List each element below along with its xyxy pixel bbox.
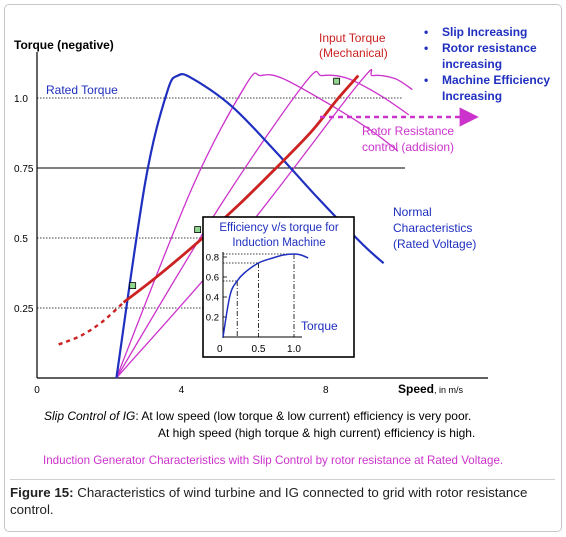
- x-axis-label: Speed, in m/s: [398, 382, 464, 396]
- efficiency-inset: Efficiency v/s torque for Induction Mach…: [202, 216, 355, 358]
- inset-y-tick-label: 0.2: [206, 313, 219, 324]
- y-tick-label: 0.75: [14, 164, 34, 175]
- caption-text: Characteristics of wind turbine and IG c…: [10, 485, 528, 517]
- y-tick-label: 1.0: [14, 94, 28, 105]
- operating-point: [129, 282, 137, 290]
- input-torque-label-line: (Mechanical): [319, 46, 388, 60]
- normal-label-line: Normal: [393, 205, 432, 219]
- input-torque-dashed-lead: [58, 301, 125, 346]
- rotor-resistance-label: Rotor Resistance control (addision): [362, 124, 454, 154]
- inset-title: Efficiency v/s torque for: [219, 222, 338, 234]
- input-torque-label: Input Torque (Mechanical): [319, 31, 388, 60]
- rotor-resistance-curve: [115, 71, 410, 379]
- inset-x-label: Torque: [301, 319, 338, 333]
- inset-y-tick-label: 0.4: [206, 293, 219, 304]
- legend-item-continued: Increasing: [442, 89, 502, 103]
- input-torque-label-line: Input Torque: [319, 31, 386, 45]
- bullet-dot: •: [424, 25, 428, 39]
- rotor-resistance-curve: [115, 68, 413, 379]
- y-tick-label: 0.25: [14, 304, 34, 315]
- figure-caption: Figure 15: Characteristics of wind turbi…: [10, 479, 555, 518]
- input-torque-curve: [122, 74, 360, 304]
- normal-characteristics-label: Normal Characteristics (Rated Voltage): [393, 205, 476, 251]
- inset-frame: [202, 216, 355, 358]
- slip-control-line: : At low speed (low torque & low current…: [135, 409, 471, 423]
- x-tick-label: 8: [323, 385, 329, 396]
- caption-label: Figure 15:: [10, 485, 74, 500]
- bullet-dot: •: [424, 73, 428, 87]
- legend-item: Slip Increasing: [442, 25, 527, 39]
- slip-control-line: At high speed (high torque & high curren…: [158, 426, 475, 440]
- normal-characteristics-curve: [115, 73, 385, 379]
- inset-x-tick-label: 0: [217, 344, 223, 355]
- notes: Slip Control of IG: At low speed (low to…: [43, 409, 503, 467]
- bullet-dot: •: [424, 41, 428, 55]
- inset-title: Induction Machine: [232, 237, 325, 249]
- operating-point: [194, 226, 202, 234]
- legend-item-continued: increasing: [442, 57, 502, 71]
- rated-torque-label: Rated Torque: [46, 83, 118, 97]
- legend-item: Machine Efficiency: [442, 73, 550, 87]
- y-tick-label: 0.5: [14, 234, 28, 245]
- inset-y-tick-label: 0.8: [206, 253, 219, 264]
- inset-y-tick-label: 0.6: [206, 273, 219, 284]
- torque-speed-chart: 1.0 0.75 0.5 0.25 0 4 8 Torque (negative) Spe…: [14, 25, 550, 467]
- legend-bullets: • Slip Increasing • Rotor resistance inc…: [424, 25, 550, 103]
- slip-control-note: Slip Control of IG: At low speed (low to…: [44, 409, 471, 423]
- x-tick-label: 0: [34, 385, 40, 396]
- summary-note: Induction Generator Characteristics with…: [43, 454, 503, 467]
- rotor-resistance-label-line: control (addision): [362, 140, 454, 154]
- rotor-resistance-curve: [115, 72, 399, 379]
- normal-label-line: (Rated Voltage): [393, 237, 476, 251]
- y-axis-label: Torque (negative): [14, 38, 114, 52]
- slip-control-heading: Slip Control of IG: [44, 409, 135, 423]
- operating-point: [333, 77, 341, 85]
- inset-x-tick-label: 0.5: [252, 344, 266, 355]
- x-tick-label: 4: [179, 385, 185, 396]
- normal-label-line: Characteristics: [393, 221, 472, 235]
- legend-item: Rotor resistance: [442, 41, 537, 55]
- rotor-resistance-label-line: Rotor Resistance: [362, 124, 454, 138]
- inset-x-tick-label: 1.0: [287, 344, 301, 355]
- efficiency-curve: [222, 253, 309, 338]
